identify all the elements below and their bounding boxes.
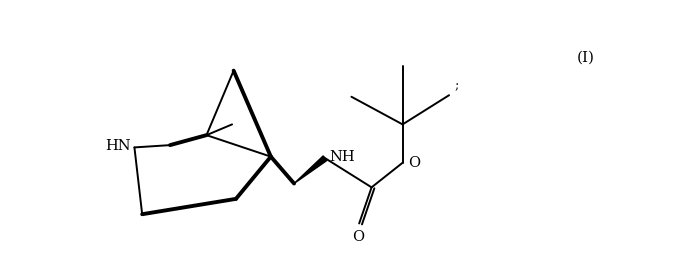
Polygon shape	[294, 156, 327, 184]
Text: HN: HN	[105, 139, 131, 153]
Text: NH: NH	[330, 150, 355, 163]
Text: ;: ;	[455, 80, 459, 93]
Text: O: O	[408, 156, 420, 170]
Text: (I): (I)	[577, 51, 595, 65]
Text: O: O	[352, 230, 365, 244]
